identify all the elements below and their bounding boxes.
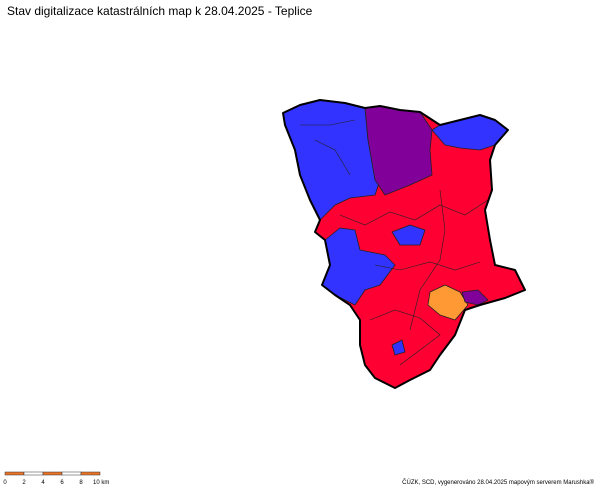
scale-label: 2 xyxy=(22,480,26,486)
scale-label: 8 xyxy=(79,480,83,486)
scale-segment xyxy=(23,471,44,476)
scale-label: 6 xyxy=(60,480,64,486)
scale-segment xyxy=(80,471,101,476)
scale-segment xyxy=(42,471,63,476)
scale-segment xyxy=(61,471,82,476)
scale-label: 4 xyxy=(41,480,45,486)
internal-borders xyxy=(300,119,489,366)
region-blue-center xyxy=(391,224,426,246)
scale-segment xyxy=(4,471,25,476)
map xyxy=(282,99,526,389)
map-title: Stav digitalizace katastrálních map k 28… xyxy=(7,4,313,18)
region-blue-south xyxy=(391,339,406,356)
region-purple-east xyxy=(461,289,489,306)
scale-label: 0 xyxy=(3,480,7,486)
credit: ČÚZK, SCD, vygenerováno 28.04.2025 mapov… xyxy=(402,479,594,486)
scale-label: 10 km xyxy=(93,480,109,486)
district-outline xyxy=(282,99,526,389)
scale-bar: 0 2 4 6 8 10 km xyxy=(3,471,109,486)
region-orange xyxy=(427,284,469,321)
